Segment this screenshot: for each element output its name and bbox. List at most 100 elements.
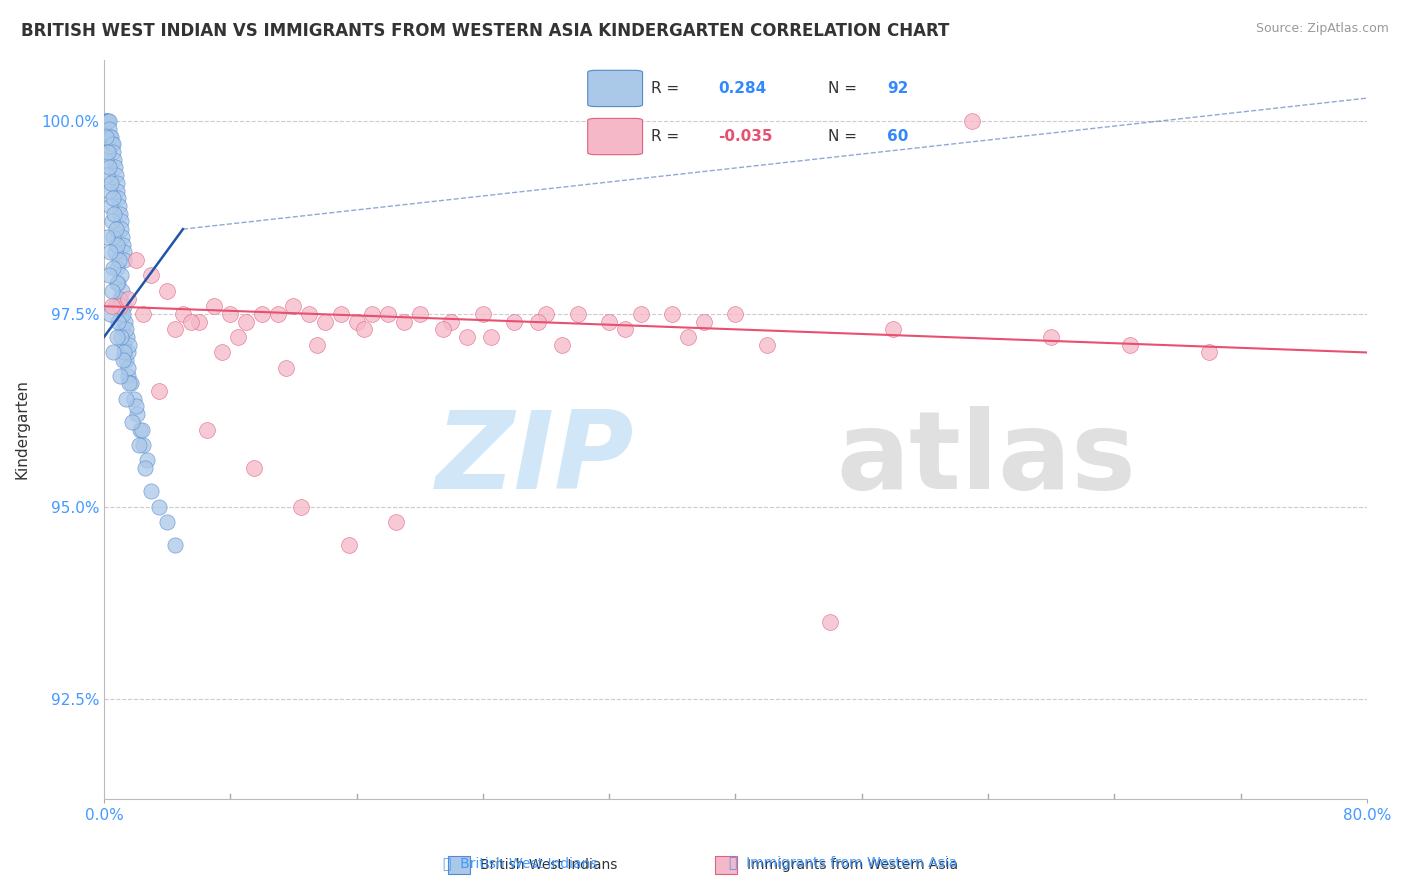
Point bbox=[110, 307, 132, 321]
Point bbox=[755, 337, 778, 351]
Point bbox=[148, 384, 170, 398]
Point bbox=[432, 322, 454, 336]
Point bbox=[111, 237, 134, 252]
Text: British West Indians: British West Indians bbox=[481, 858, 617, 871]
Text: R =: R = bbox=[651, 128, 679, 144]
Point bbox=[107, 276, 129, 290]
Point bbox=[274, 360, 297, 375]
Point bbox=[108, 368, 131, 383]
Text: Immigrants from Western Asia: Immigrants from Western Asia bbox=[748, 858, 959, 871]
Point bbox=[479, 330, 502, 344]
Point bbox=[101, 299, 124, 313]
Point bbox=[172, 307, 194, 321]
Point bbox=[471, 307, 494, 321]
Point bbox=[361, 307, 384, 321]
Point bbox=[98, 161, 121, 175]
Point bbox=[124, 252, 146, 267]
Point bbox=[114, 315, 136, 329]
Point bbox=[101, 137, 124, 152]
Point bbox=[103, 145, 125, 159]
Text: -0.035: -0.035 bbox=[718, 128, 773, 144]
Point bbox=[97, 114, 120, 128]
Point bbox=[103, 153, 125, 167]
Point bbox=[124, 400, 146, 414]
Point bbox=[98, 307, 121, 321]
Point bbox=[110, 214, 132, 228]
Point bbox=[105, 237, 128, 252]
Point bbox=[219, 307, 242, 321]
Point bbox=[104, 222, 127, 236]
Point bbox=[132, 307, 155, 321]
Point bbox=[960, 114, 983, 128]
Point bbox=[163, 322, 186, 336]
Point bbox=[117, 368, 139, 383]
Point bbox=[1119, 337, 1142, 351]
Point bbox=[111, 353, 134, 368]
Point bbox=[98, 122, 121, 136]
Point bbox=[105, 176, 128, 190]
Point bbox=[101, 191, 124, 205]
Point bbox=[122, 392, 145, 406]
Point bbox=[156, 284, 179, 298]
Point bbox=[163, 538, 186, 552]
Point bbox=[115, 330, 138, 344]
Point bbox=[250, 307, 273, 321]
Point bbox=[104, 161, 127, 175]
Point bbox=[105, 184, 128, 198]
Point bbox=[283, 299, 305, 313]
Point bbox=[392, 315, 415, 329]
Point bbox=[101, 137, 124, 152]
Point bbox=[818, 615, 841, 630]
Point bbox=[307, 337, 329, 351]
Point bbox=[567, 307, 589, 321]
Point bbox=[110, 268, 132, 283]
Point bbox=[134, 461, 156, 475]
Point bbox=[114, 252, 136, 267]
Point bbox=[97, 114, 120, 128]
Point bbox=[98, 129, 121, 144]
FancyBboxPatch shape bbox=[588, 119, 643, 154]
Point bbox=[111, 230, 134, 244]
Point bbox=[105, 330, 128, 344]
Point bbox=[96, 114, 118, 128]
Point bbox=[103, 230, 125, 244]
Bar bbox=[449, 856, 470, 874]
Point bbox=[226, 330, 249, 344]
Text: 0.284: 0.284 bbox=[718, 81, 766, 96]
Text: 92: 92 bbox=[887, 81, 908, 96]
Point bbox=[141, 484, 163, 499]
Point bbox=[112, 299, 135, 313]
Point bbox=[1198, 345, 1220, 359]
Point bbox=[195, 423, 218, 437]
Point bbox=[112, 245, 135, 260]
Point bbox=[630, 307, 652, 321]
Point bbox=[97, 268, 120, 283]
Point bbox=[204, 299, 226, 313]
Point bbox=[100, 129, 122, 144]
Point bbox=[105, 276, 128, 290]
Y-axis label: Kindergarten: Kindergarten bbox=[15, 380, 30, 480]
Point bbox=[111, 307, 134, 321]
Point bbox=[98, 199, 121, 213]
Point bbox=[111, 284, 134, 298]
Text: ⬜  Immigrants from Western Asia: ⬜ Immigrants from Western Asia bbox=[730, 856, 957, 871]
Point bbox=[148, 500, 170, 514]
Point bbox=[551, 337, 574, 351]
Point bbox=[103, 260, 125, 275]
Point bbox=[266, 307, 288, 321]
Text: ⬜  British West Indians: ⬜ British West Indians bbox=[443, 856, 598, 871]
Point bbox=[135, 453, 157, 467]
Point bbox=[503, 315, 526, 329]
Point bbox=[132, 438, 155, 452]
Point bbox=[314, 315, 336, 329]
Point bbox=[693, 315, 716, 329]
Text: Source: ZipAtlas.com: Source: ZipAtlas.com bbox=[1256, 22, 1389, 36]
Point bbox=[118, 337, 141, 351]
Point bbox=[385, 515, 408, 529]
Point bbox=[108, 299, 131, 313]
Point bbox=[108, 292, 131, 306]
Text: atlas: atlas bbox=[837, 406, 1136, 512]
Point bbox=[107, 315, 129, 329]
Point bbox=[377, 307, 399, 321]
Point bbox=[353, 322, 375, 336]
